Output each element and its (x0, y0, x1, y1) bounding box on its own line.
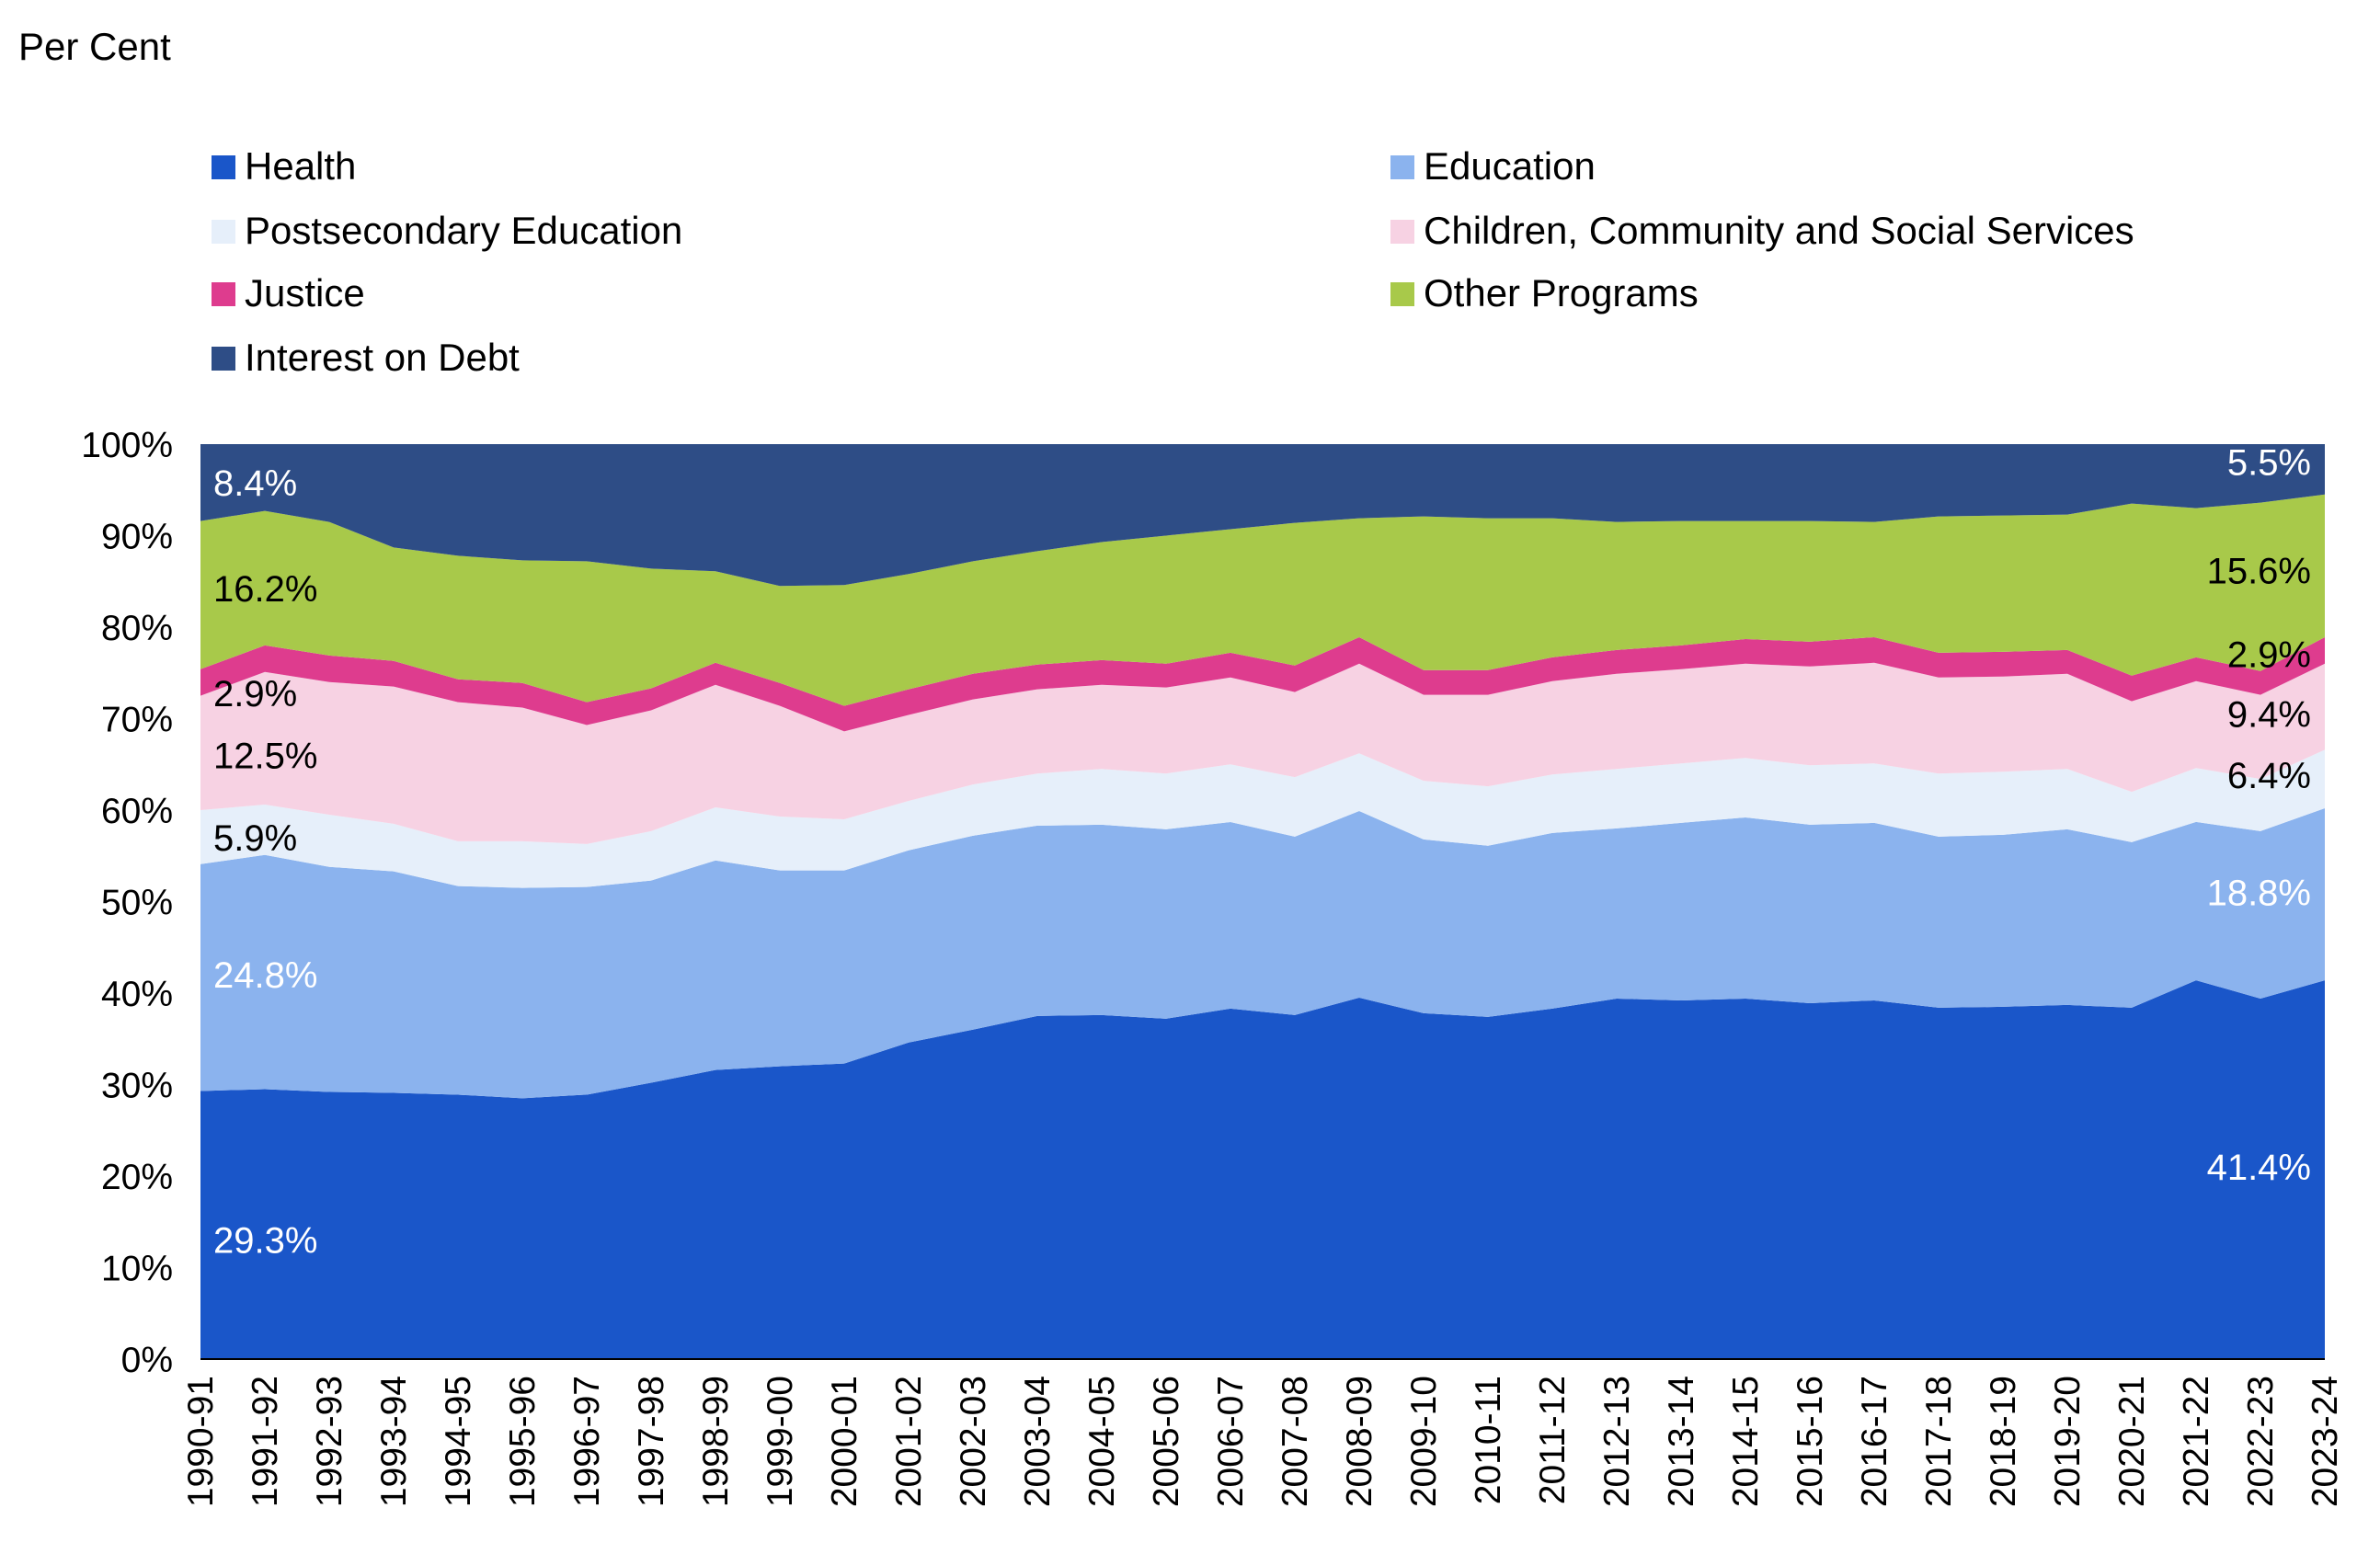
x-tick-label: 1993-94 (374, 1376, 414, 1507)
y-axis: 0% 10% 20% 30% 40% 50% 60% 70% 80% 90% 100% (81, 426, 173, 1380)
x-tick-label: 1996-97 (567, 1376, 607, 1507)
x-tick-label: 2023-24 (2306, 1376, 2345, 1507)
area-education (200, 808, 2325, 1099)
x-axis: 1990-91 1991-92 1992-93 1993-94 1994-95 1995-… (181, 1358, 2345, 1507)
legend-item-children-community-and-social-services: Children, Community and Social Services (1390, 209, 2134, 252)
y-tick-label: 50% (101, 884, 173, 923)
legend-item-health: Health (212, 144, 356, 188)
x-tick-label: 2002-03 (954, 1376, 993, 1507)
legend-label: Justice (245, 271, 365, 314)
legend-item-justice: Justice (212, 271, 365, 314)
area-interest-on-debt (200, 444, 2325, 587)
legend-label: Other Programs (1424, 271, 1699, 314)
x-tick-label: 2003-04 (1018, 1376, 1058, 1507)
y-tick-label: 80% (101, 609, 173, 648)
data-label-children-community-and-social-services-end: 9.4% (2227, 695, 2311, 736)
legend-swatch (212, 155, 235, 179)
area-postsecondary-education (200, 749, 2325, 888)
legend-label: Interest on Debt (245, 336, 520, 379)
legend-label: Children, Community and Social Services (1424, 209, 2134, 252)
x-tick-label: 1995-96 (503, 1376, 543, 1507)
x-tick-label: 2014-15 (1726, 1376, 1766, 1507)
y-tick-label: 40% (101, 975, 173, 1014)
x-tick-label: 2016-17 (1855, 1376, 1894, 1507)
legend-swatch (212, 220, 235, 244)
x-tick-label: 2013-14 (1662, 1376, 1701, 1507)
x-tick-label: 2017-18 (1919, 1376, 1959, 1507)
x-tick-label: 2006-07 (1211, 1376, 1251, 1507)
x-tick-label: 2004-05 (1082, 1376, 1122, 1507)
data-label-other-programs-end: 15.6% (2207, 551, 2311, 591)
x-tick-label: 2001-02 (889, 1376, 929, 1507)
y-unit-label: Per Cent (18, 25, 171, 68)
data-label-interest-on-debt-start: 8.4% (213, 463, 297, 504)
area-justice (200, 636, 2325, 732)
plot-area: 0% 10% 20% 30% 40% 50% 60% 70% 80% 90% 100% 1990-9… (81, 426, 2345, 1507)
x-tick-label: 2011-12 (1533, 1376, 1573, 1504)
y-tick-label: 30% (101, 1067, 173, 1106)
x-tick-label: 2008-09 (1340, 1376, 1379, 1507)
data-labels: 29.3% 24.8% 5.9% 12.5% 2.9% 16.2% 8.4% 41.4% 18.… (213, 442, 2311, 1261)
data-label-other-programs-start: 16.2% (213, 569, 317, 610)
y-tick-label: 60% (101, 792, 173, 831)
x-tick-label: 1994-95 (439, 1376, 478, 1507)
y-tick-label: 100% (81, 426, 173, 465)
legend-item-postsecondary-education: Postsecondary Education (212, 209, 682, 252)
data-label-education-start: 24.8% (213, 955, 317, 996)
area-series-group (200, 444, 2325, 1359)
x-tick-label: 2005-06 (1147, 1376, 1186, 1507)
legend-label: Postsecondary Education (245, 209, 682, 252)
legend-swatch (1390, 220, 1414, 244)
x-tick-label: 2018-19 (1984, 1376, 2023, 1507)
y-tick-label: 20% (101, 1158, 173, 1197)
legend: Health Education Postsecondary Education Ch… (212, 144, 2134, 379)
x-tick-label: 1992-93 (310, 1376, 349, 1507)
data-label-health-end: 41.4% (2207, 1148, 2311, 1188)
legend-label: Health (245, 144, 356, 188)
data-label-education-end: 18.8% (2207, 874, 2311, 914)
data-label-children-community-and-social-services-start: 12.5% (213, 736, 317, 776)
x-tick-label: 2022-23 (2241, 1376, 2281, 1507)
legend-swatch (212, 347, 235, 371)
x-tick-label: 1990-91 (181, 1376, 221, 1507)
area-health (200, 980, 2325, 1359)
x-tick-label: 2012-13 (1597, 1376, 1637, 1507)
y-tick-label: 70% (101, 701, 173, 740)
x-tick-label: 1991-92 (246, 1376, 285, 1507)
x-tick-label: 1998-99 (696, 1376, 736, 1507)
y-tick-label: 10% (101, 1250, 173, 1289)
x-tick-label: 2020-21 (2112, 1376, 2152, 1507)
x-tick-label: 2019-20 (2048, 1376, 2088, 1507)
legend-swatch (212, 282, 235, 306)
x-tick-label: 2021-22 (2177, 1376, 2216, 1507)
x-tick-label: 1999-00 (761, 1376, 800, 1507)
legend-label: Education (1424, 144, 1596, 188)
y-tick-label: 0% (121, 1341, 173, 1380)
legend-item-other-programs: Other Programs (1390, 271, 1699, 314)
data-label-justice-end: 2.9% (2227, 634, 2311, 675)
x-tick-label: 2010-11 (1469, 1376, 1508, 1504)
x-tick-label: 2009-10 (1404, 1376, 1444, 1507)
data-label-health-start: 29.3% (213, 1221, 317, 1262)
data-label-postsecondary-education-end: 6.4% (2227, 756, 2311, 796)
data-label-interest-on-debt-end: 5.5% (2227, 442, 2311, 483)
legend-item-interest-on-debt: Interest on Debt (212, 336, 520, 379)
data-label-postsecondary-education-start: 5.9% (213, 818, 297, 859)
data-label-justice-start: 2.9% (213, 674, 297, 714)
y-tick-label: 90% (101, 518, 173, 557)
x-tick-label: 2015-16 (1791, 1376, 1830, 1507)
legend-swatch (1390, 155, 1414, 179)
x-tick-label: 2007-08 (1276, 1376, 1315, 1507)
legend-item-education: Education (1390, 144, 1596, 188)
x-tick-label: 2000-01 (825, 1376, 864, 1507)
area-children-community-and-social-services (200, 662, 2325, 844)
x-tick-label: 1997-98 (632, 1376, 671, 1507)
area-other-programs (200, 494, 2325, 706)
legend-swatch (1390, 282, 1414, 306)
